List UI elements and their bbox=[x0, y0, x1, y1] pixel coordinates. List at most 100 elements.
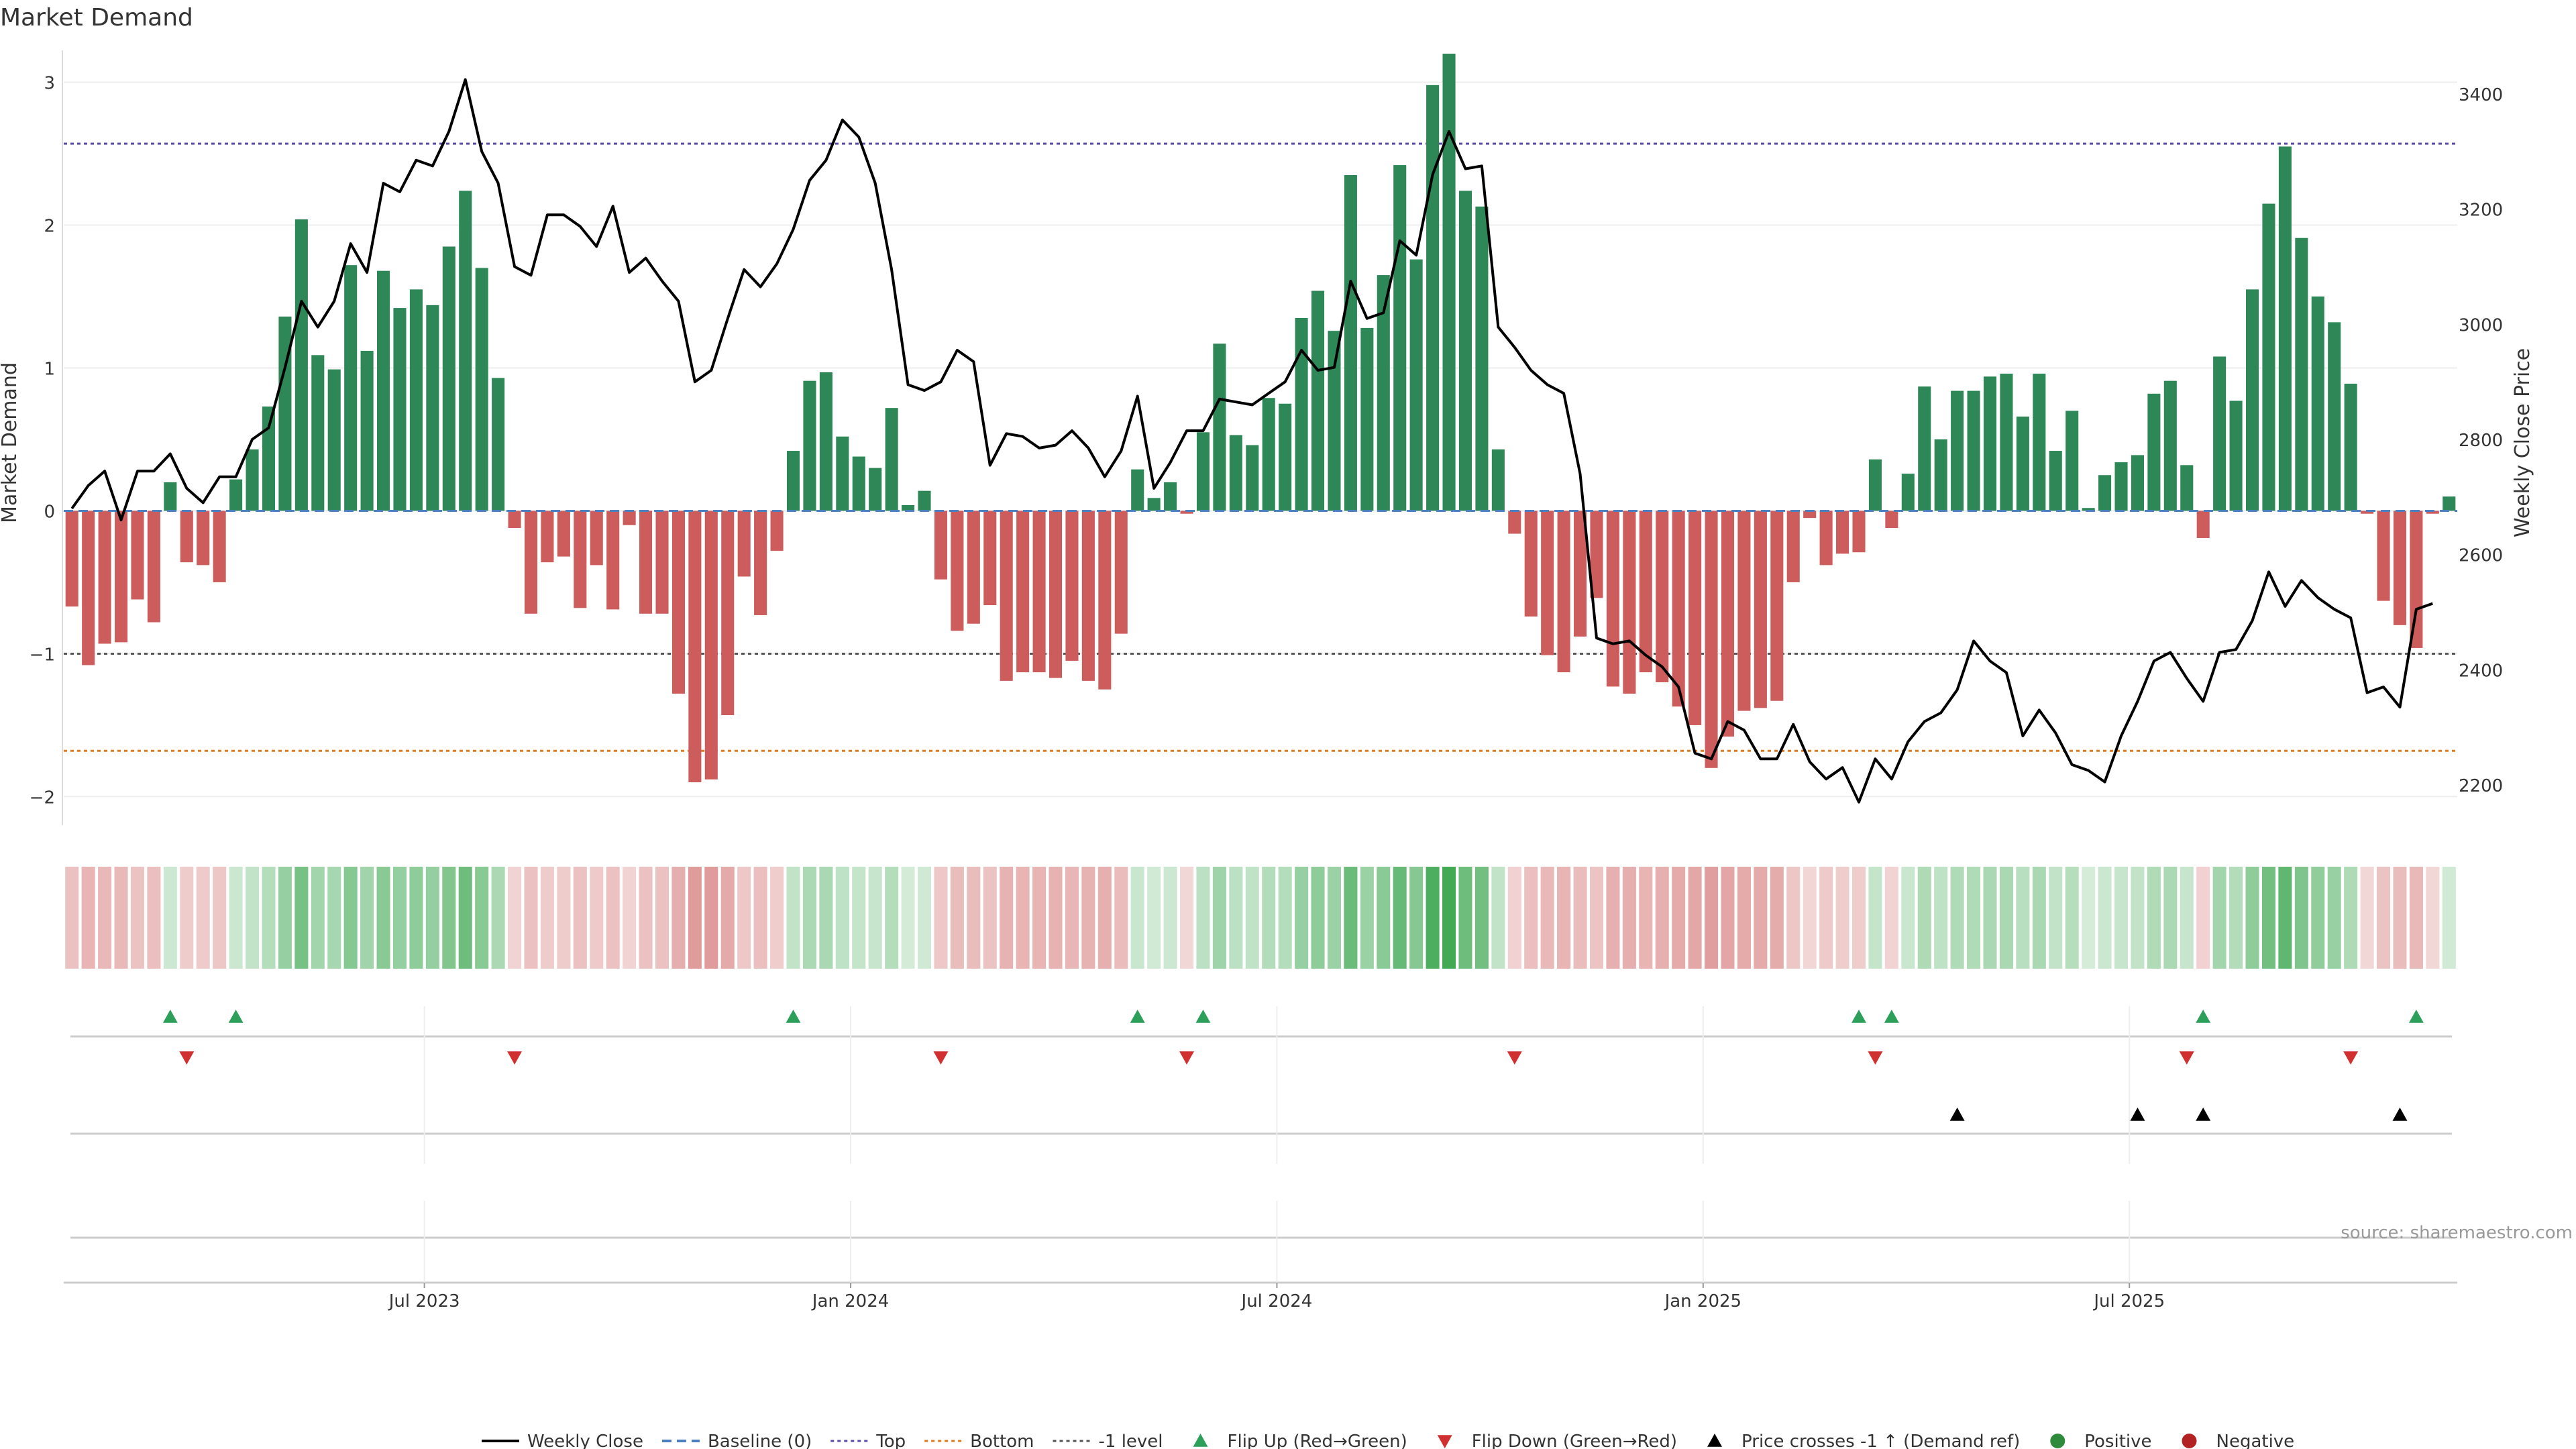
demand-bar bbox=[1426, 85, 1440, 511]
y-axis-left-label: Market Demand bbox=[0, 362, 21, 523]
demand-bar bbox=[1590, 511, 1603, 598]
demand-bar bbox=[819, 372, 833, 511]
heat-cell bbox=[868, 867, 882, 969]
demand-bar bbox=[1557, 511, 1570, 673]
demand-bar bbox=[1819, 511, 1833, 566]
demand-bar bbox=[1131, 469, 1144, 511]
heat-cell bbox=[2180, 867, 2194, 969]
heat-cell bbox=[1032, 867, 1046, 969]
heat-cell bbox=[950, 867, 964, 969]
heat-cell bbox=[213, 867, 227, 969]
demand-bar bbox=[2131, 455, 2144, 511]
heat-cell bbox=[1229, 867, 1243, 969]
demand-bar bbox=[1918, 386, 1931, 511]
demand-bar bbox=[1524, 511, 1538, 617]
heat-cell bbox=[2212, 867, 2226, 969]
heat-cell bbox=[1409, 867, 1424, 969]
legend-label: Flip Up (Red→Green) bbox=[1228, 1432, 1407, 1449]
demand-bar bbox=[1016, 511, 1030, 673]
price-cross-marker bbox=[2392, 1108, 2408, 1121]
heat-cell bbox=[819, 867, 833, 969]
demand-bar bbox=[1311, 290, 1325, 511]
demand-bar bbox=[459, 191, 472, 511]
heat-cell bbox=[1311, 867, 1325, 969]
demand-bar bbox=[82, 511, 95, 665]
demand-bar bbox=[2311, 297, 2324, 511]
heat-cell bbox=[1721, 867, 1735, 969]
legend-item: Flip Down (Green→Red) bbox=[1437, 1432, 1677, 1449]
heat-cell bbox=[475, 867, 489, 969]
demand-bar bbox=[1951, 390, 1964, 511]
demand-bar bbox=[1541, 511, 1554, 655]
heat-cell bbox=[1426, 867, 1440, 969]
flip-up-marker bbox=[1195, 1010, 1211, 1023]
flip-down-marker bbox=[1179, 1051, 1195, 1065]
heat-cell bbox=[802, 867, 816, 969]
heat-cell bbox=[1262, 867, 1276, 969]
heat-cell bbox=[1557, 867, 1571, 969]
demand-bar bbox=[1786, 511, 1800, 582]
heat-cell bbox=[2245, 867, 2259, 969]
flip-down-marker bbox=[507, 1051, 523, 1065]
heat-cell bbox=[1377, 867, 1391, 969]
demand-bar bbox=[164, 482, 177, 511]
flip-up-marker bbox=[1130, 1010, 1145, 1023]
demand-bar bbox=[2033, 374, 2046, 511]
legend-label: Negative bbox=[2216, 1432, 2295, 1449]
heat-cell bbox=[81, 867, 95, 969]
legend-label: Bottom bbox=[970, 1432, 1034, 1449]
demand-bar bbox=[934, 511, 947, 580]
demand-bar bbox=[1328, 331, 1341, 511]
legend-swatch-triangle bbox=[1437, 1435, 1452, 1448]
heat-cell bbox=[196, 867, 210, 969]
heat-cell bbox=[1442, 867, 1456, 969]
heat-cell bbox=[2114, 867, 2129, 969]
heat-cell bbox=[786, 867, 800, 969]
demand-bar bbox=[1754, 511, 1767, 708]
demand-bar bbox=[1852, 511, 1866, 553]
demand-bar bbox=[639, 511, 653, 614]
heat-cell bbox=[2360, 867, 2374, 969]
heat-cell bbox=[1212, 867, 1226, 969]
demand-bar bbox=[1246, 445, 1259, 511]
demand-bar bbox=[1491, 449, 1505, 511]
y-axis-right-label: Weekly Close Price bbox=[2511, 348, 2534, 537]
x-tick-label: Jul 2024 bbox=[1240, 1291, 1313, 1311]
demand-bar bbox=[852, 456, 865, 511]
demand-bar bbox=[1803, 511, 1817, 519]
heat-cell bbox=[1180, 867, 1194, 969]
heat-cell bbox=[540, 867, 554, 969]
x-tick-label: Jan 2024 bbox=[811, 1291, 890, 1311]
heat-cell bbox=[2377, 867, 2391, 969]
demand-bar bbox=[1836, 511, 1849, 554]
legend-item: Weekly Close bbox=[482, 1432, 643, 1449]
heat-cell bbox=[1016, 867, 1030, 969]
legend-swatch-triangle bbox=[1707, 1434, 1723, 1447]
demand-bar bbox=[590, 511, 603, 566]
demand-bar bbox=[2180, 465, 2194, 511]
heat-cell bbox=[327, 867, 341, 969]
flip-up-marker bbox=[162, 1010, 178, 1023]
heat-cell bbox=[1295, 867, 1309, 969]
legend-item: Baseline (0) bbox=[661, 1432, 812, 1449]
heat-cell bbox=[1327, 867, 1341, 969]
y-left-tick-label: −1 bbox=[30, 645, 55, 665]
y-axis-left-ticks: −2 −1 0 1 2 3 bbox=[30, 74, 55, 808]
demand-bar bbox=[2082, 508, 2095, 511]
heat-cell bbox=[1196, 867, 1210, 969]
demand-bar bbox=[1721, 511, 1735, 737]
heat-cell bbox=[934, 867, 948, 969]
demand-bar bbox=[2443, 496, 2456, 511]
x-tick-label: Jan 2025 bbox=[1664, 1291, 1742, 1311]
heat-cell bbox=[425, 867, 439, 969]
flip-down-marker bbox=[2343, 1051, 2359, 1065]
heat-cell bbox=[311, 867, 325, 969]
heat-cell bbox=[1622, 867, 1636, 969]
heat-cell bbox=[983, 867, 997, 969]
heat-cell bbox=[458, 867, 472, 969]
heat-cell bbox=[1606, 867, 1620, 969]
demand-bar bbox=[1885, 511, 1898, 529]
heat-cell bbox=[1803, 867, 1817, 969]
heat-cell bbox=[1081, 867, 1095, 969]
